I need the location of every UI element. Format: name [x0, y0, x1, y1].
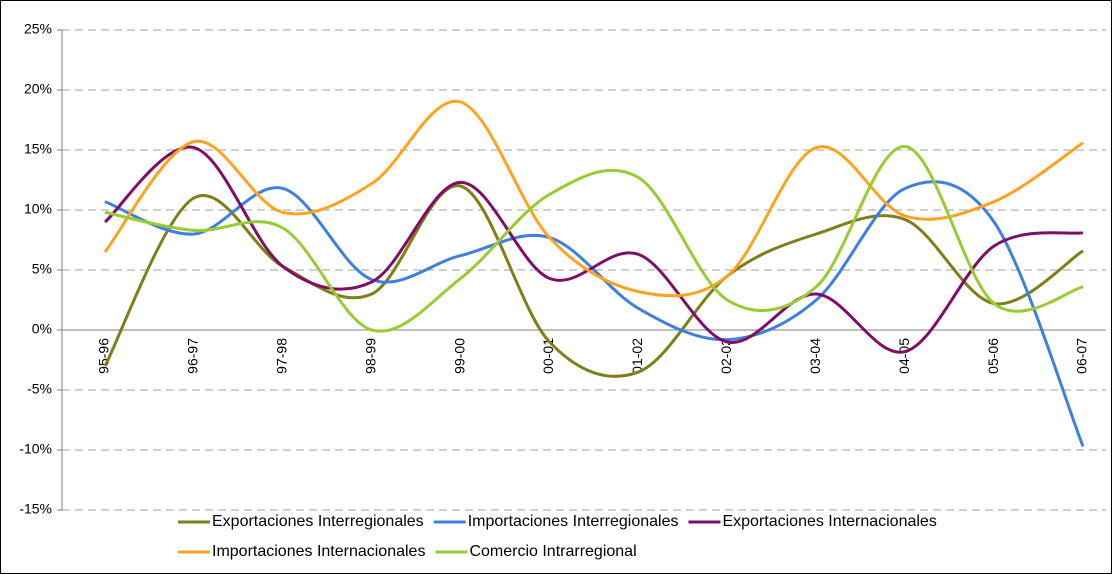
x-tick-label: 01-02	[629, 338, 645, 374]
x-tick-label: 04-05	[896, 338, 912, 374]
x-tick-label: 03-04	[807, 338, 823, 374]
legend-label: Importaciones Internacionales	[212, 543, 425, 560]
series-line	[103, 145, 1084, 354]
x-tick-label: 97-98	[274, 338, 290, 374]
series-line	[104, 144, 1084, 333]
y-tick-label: 0%	[32, 321, 52, 337]
x-tick-label: 99-00	[451, 338, 467, 374]
x-tick-label: 98-99	[362, 338, 378, 374]
legend-label: Comercio Intrarregional	[469, 543, 636, 560]
x-tick-label: 95-96	[96, 338, 112, 374]
y-tick-label: -10%	[19, 441, 52, 457]
legend-label: Exportaciones Internacionales	[722, 513, 936, 530]
y-tick-label: -5%	[27, 381, 52, 397]
series-line	[103, 184, 1084, 378]
x-tick-label: 96-97	[185, 338, 201, 374]
x-tick-label: 05-06	[985, 338, 1001, 374]
y-tick-label: -15%	[19, 501, 52, 517]
y-tick-label: 20%	[24, 81, 52, 97]
x-tick-label: 06-07	[1074, 338, 1090, 374]
series-line	[103, 99, 1084, 298]
series-line	[104, 180, 1085, 447]
y-tick-label: 5%	[32, 261, 52, 277]
y-tick-label: 15%	[24, 141, 52, 157]
y-tick-label: 10%	[24, 201, 52, 217]
x-tick-label: 00-01	[540, 338, 556, 374]
legend-label: Exportaciones Interregionales	[212, 513, 424, 530]
x-tick-label: 02-03	[718, 338, 734, 374]
legend-label: Importaciones Interregionales	[468, 513, 679, 530]
y-tick-label: 25%	[24, 21, 52, 37]
